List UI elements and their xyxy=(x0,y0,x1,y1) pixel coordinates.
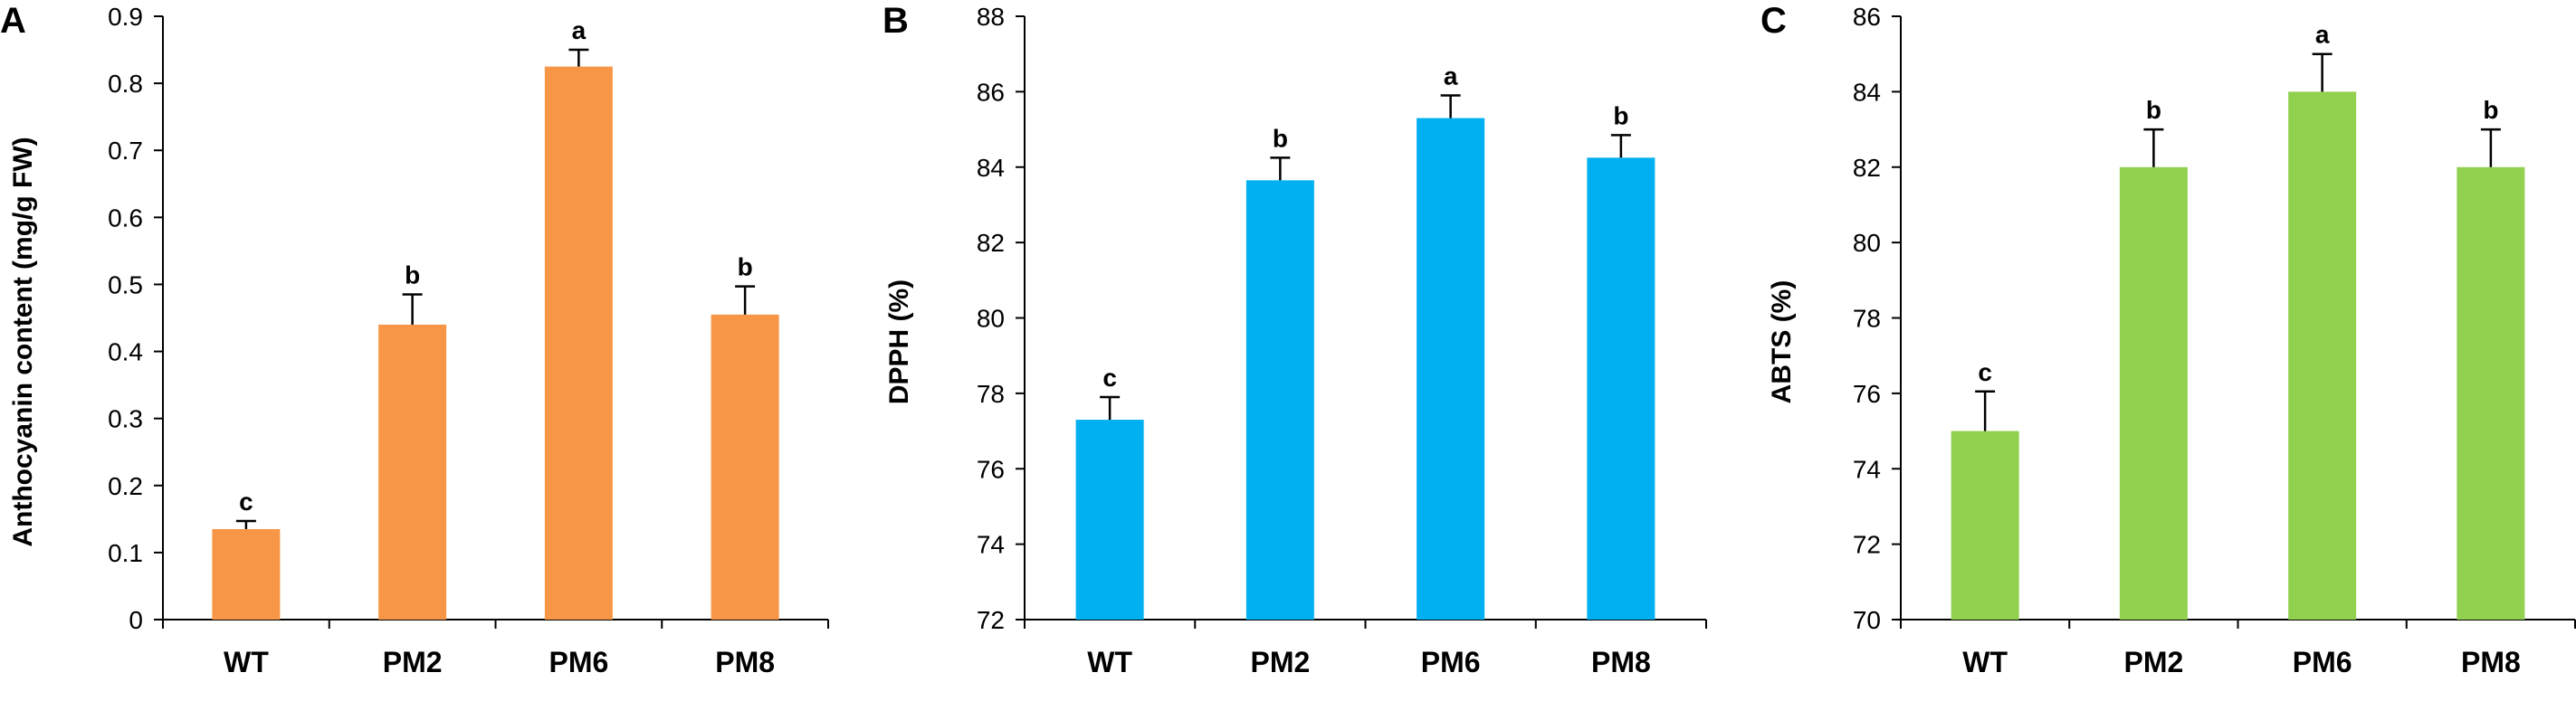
bar-pm2 xyxy=(2119,166,2188,620)
panel-label-c: C xyxy=(1760,1,1787,41)
y-tick-label: 72 xyxy=(977,606,1005,634)
significance-letter: a xyxy=(1444,62,1458,90)
y-tick-label: 74 xyxy=(1853,455,1881,483)
bar-pm2 xyxy=(1245,180,1314,620)
y-axis-title-c: ABTS (%) xyxy=(1767,280,1797,404)
x-tick-label: PM6 xyxy=(549,646,608,678)
y-tick-label: 0.5 xyxy=(108,270,143,298)
y-tick-label: 82 xyxy=(977,229,1005,257)
x-tick-label: PM8 xyxy=(1591,646,1651,678)
x-tick-label: WT xyxy=(1962,646,2008,678)
y-tick-label: 76 xyxy=(1853,380,1881,408)
x-tick-label: WT xyxy=(1087,646,1132,678)
chart-panel-a: A Anthocyanin content (mg/g FW) 0 0.1 0.2 0… xyxy=(0,1,829,678)
chart-panel-b: B DPPH (%) 72 74 76 78 80 82 84 86 88 c WT b PM2 a PM6… xyxy=(883,1,1707,678)
y-tick-label: 88 xyxy=(977,3,1005,31)
significance-letter: a xyxy=(572,16,587,44)
y-tick-label: 74 xyxy=(977,531,1005,559)
bar-wt xyxy=(1075,420,1144,620)
y-tick-label: 72 xyxy=(1853,531,1881,559)
x-tick-label: PM6 xyxy=(1421,646,1481,678)
y-tick-label: 84 xyxy=(1853,78,1881,106)
y-tick-label: 0.1 xyxy=(108,539,143,567)
y-tick-label: 0 xyxy=(129,606,143,634)
significance-letter: b xyxy=(1613,101,1628,129)
y-tick-label: 0.2 xyxy=(108,472,143,500)
y-tick-label: 86 xyxy=(1853,3,1881,31)
bar-pm6 xyxy=(544,66,613,620)
bar-pm6 xyxy=(1417,118,1485,620)
y-tick-label: 0.6 xyxy=(108,204,143,232)
x-tick-label: PM2 xyxy=(2123,646,2183,678)
y-tick-label: 86 xyxy=(977,78,1005,106)
y-tick-label: 0.3 xyxy=(108,405,143,433)
y-tick-label: 0.9 xyxy=(108,3,143,31)
significance-letter: b xyxy=(738,253,753,281)
bar-pm8 xyxy=(2457,166,2525,620)
significance-letter: a xyxy=(2315,21,2330,49)
significance-letter: b xyxy=(2483,96,2498,124)
significance-letter: c xyxy=(1102,364,1117,392)
y-tick-label: 80 xyxy=(977,305,1005,333)
y-tick-label: 0.4 xyxy=(108,338,143,366)
bar-wt xyxy=(212,528,281,620)
bar-pm8 xyxy=(711,314,779,620)
panel-label-a: A xyxy=(0,1,26,41)
significance-letter: b xyxy=(405,261,420,289)
significance-letter: b xyxy=(2146,96,2161,124)
y-tick-label: 78 xyxy=(1853,305,1881,333)
y-axis-title-a: Anthocyanin content (mg/g FW) xyxy=(8,137,38,546)
x-tick-label: PM8 xyxy=(2461,646,2521,678)
x-tick-label: PM6 xyxy=(2293,646,2352,678)
y-tick-label: 0.8 xyxy=(108,70,143,98)
y-tick-label: 80 xyxy=(1853,229,1881,257)
x-tick-label: PM2 xyxy=(383,646,443,678)
y-tick-label: 78 xyxy=(977,380,1005,408)
significance-letter: c xyxy=(1978,358,1992,386)
y-tick-label: 70 xyxy=(1853,606,1881,634)
panel-label-b: B xyxy=(883,1,909,41)
x-tick-label: PM2 xyxy=(1250,646,1310,678)
significance-letter: c xyxy=(239,488,253,516)
x-tick-label: WT xyxy=(224,646,269,678)
bar-pm6 xyxy=(2288,91,2357,620)
y-tick-label: 76 xyxy=(977,455,1005,483)
bar-pm8 xyxy=(1587,157,1655,620)
y-axis-title-b: DPPH (%) xyxy=(884,279,914,404)
y-tick-label: 0.7 xyxy=(108,137,143,165)
y-tick-label: 84 xyxy=(977,154,1005,182)
bar-pm2 xyxy=(378,324,447,620)
bar-wt xyxy=(1951,431,2019,620)
significance-letter: b xyxy=(1273,124,1288,152)
chart-panel-c: C ABTS (%) 70 72 74 76 78 80 82 84 86 c WT b PM2 a PM6… xyxy=(1760,1,2576,678)
x-tick-label: PM8 xyxy=(715,646,775,678)
y-tick-label: 82 xyxy=(1853,154,1881,182)
